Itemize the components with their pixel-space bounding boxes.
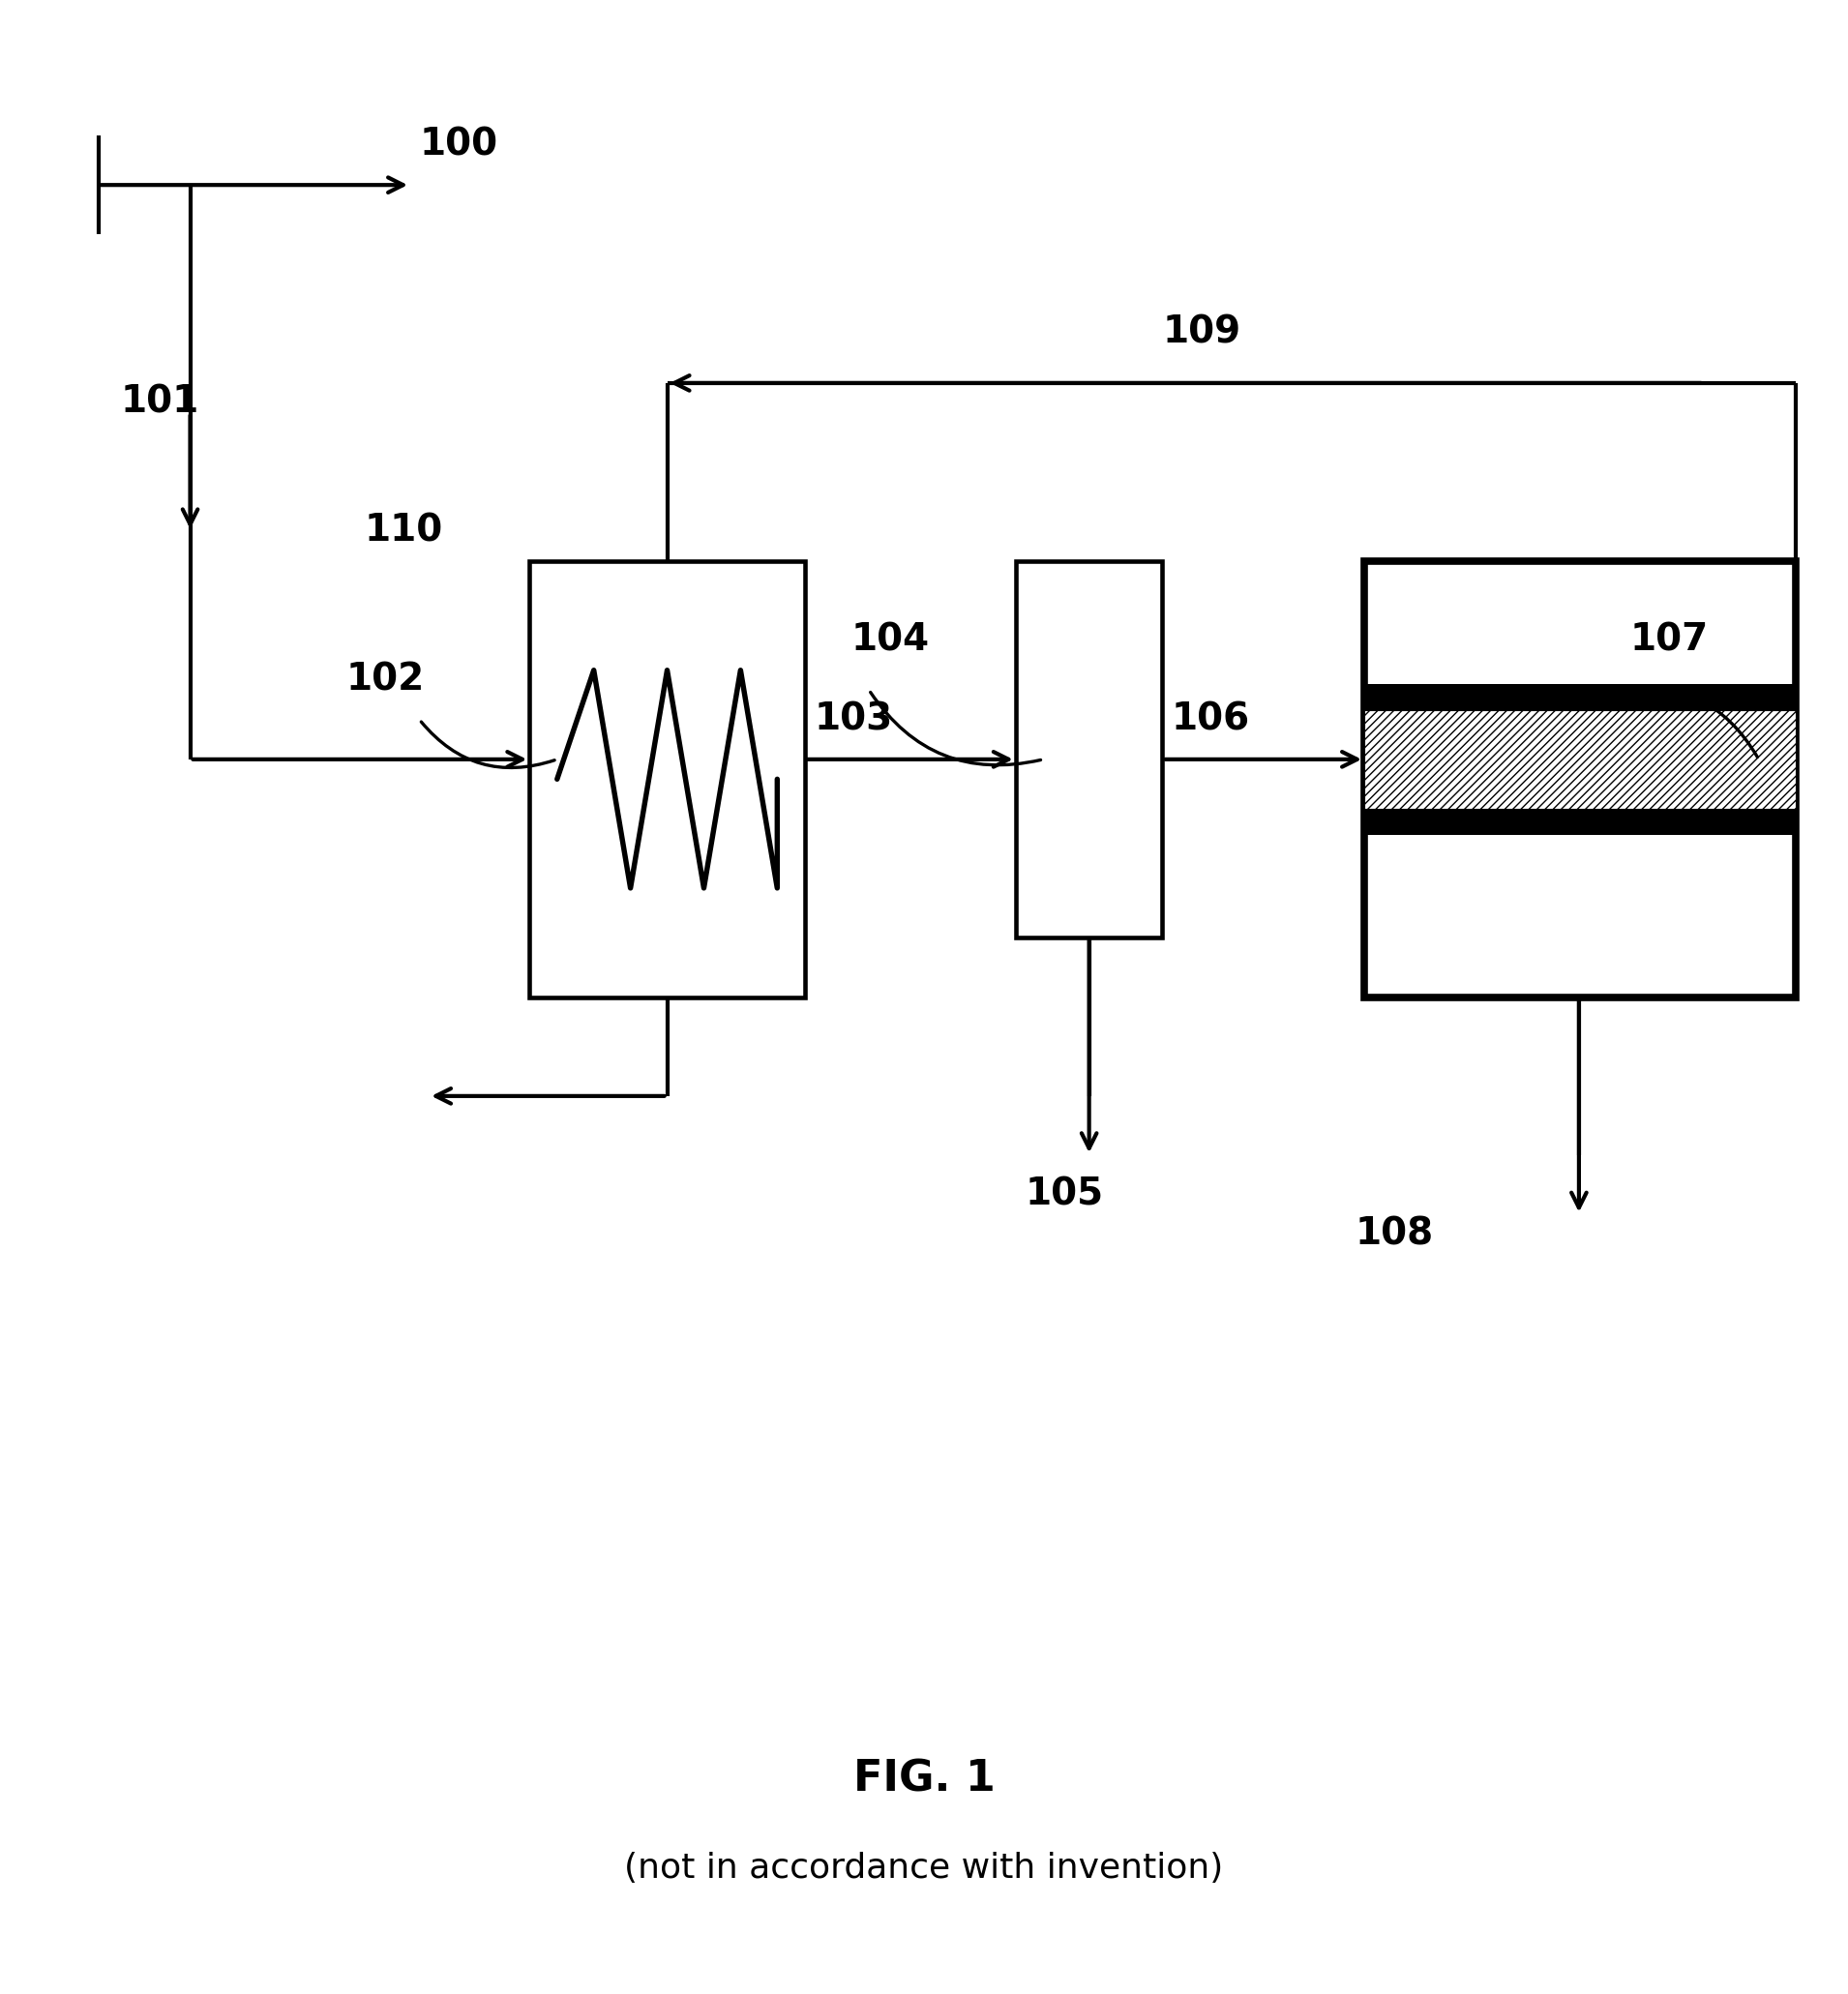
Text: (not in accordance with invention): (not in accordance with invention) <box>625 1852 1223 1884</box>
Text: 101: 101 <box>120 383 200 421</box>
Text: 109: 109 <box>1162 315 1242 351</box>
Bar <box>1364 560 1796 997</box>
Bar <box>1364 810 1796 835</box>
Bar <box>530 560 804 997</box>
Text: 108: 108 <box>1355 1216 1434 1252</box>
Text: 104: 104 <box>850 622 930 658</box>
Text: 102: 102 <box>346 660 425 698</box>
Text: 107: 107 <box>1630 622 1709 658</box>
Text: 110: 110 <box>364 512 444 548</box>
Text: 105: 105 <box>1026 1176 1103 1212</box>
Text: 106: 106 <box>1172 700 1249 738</box>
Text: FIG. 1: FIG. 1 <box>854 1759 994 1801</box>
Bar <box>1364 710 1796 810</box>
Bar <box>1364 684 1796 710</box>
Text: 103: 103 <box>813 700 893 738</box>
Bar <box>1016 560 1162 937</box>
Text: 100: 100 <box>419 126 497 164</box>
